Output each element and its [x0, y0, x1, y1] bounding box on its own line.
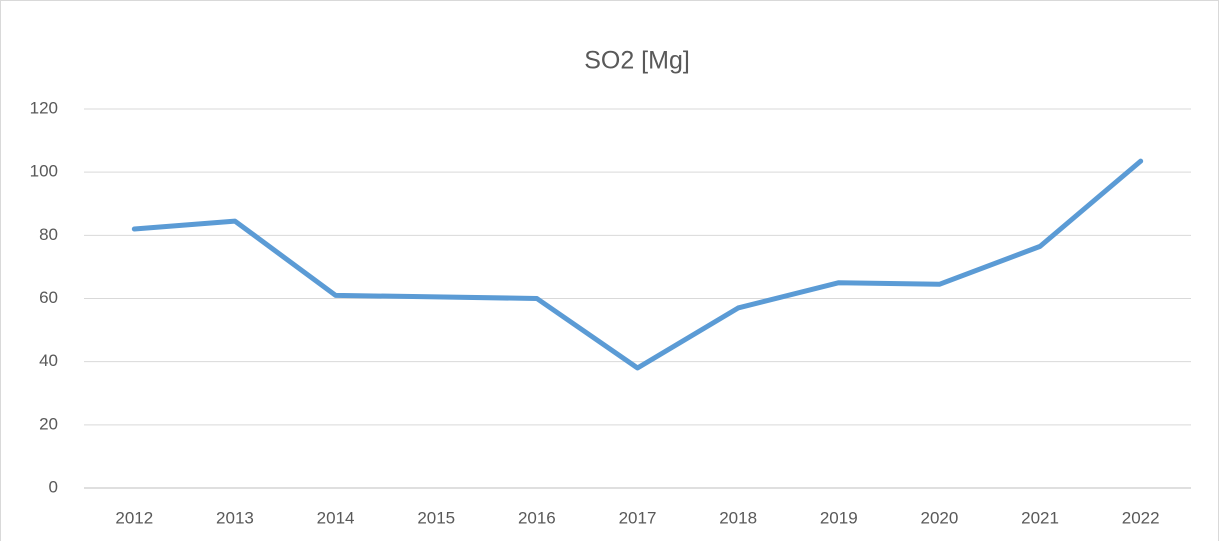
x-tick-label: 2020	[920, 508, 958, 527]
x-tick-label: 2019	[820, 508, 858, 527]
chart-title: SO2 [Mg]	[584, 47, 690, 75]
x-tick-label: 2017	[619, 508, 657, 527]
y-tick-label: 100	[30, 162, 58, 181]
data-line	[131, 158, 1144, 371]
x-tick-label: 2016	[518, 508, 556, 527]
x-tick-label: 2022	[1122, 508, 1160, 527]
y-tick-label: 60	[39, 288, 58, 307]
y-tick-label: 80	[39, 225, 58, 244]
y-tick-label: 40	[39, 351, 58, 370]
x-tick-label: 2014	[317, 508, 355, 527]
y-tick-label: 20	[39, 414, 58, 433]
y-tick-label: 0	[49, 477, 58, 496]
x-tick-label: 2012	[115, 508, 153, 527]
x-tick-label: 2013	[216, 508, 254, 527]
x-tick-label: 2021	[1021, 508, 1059, 527]
x-tick-label: 2015	[417, 508, 455, 527]
x-tick-label: 2018	[719, 508, 757, 527]
y-tick-label: 120	[30, 98, 58, 117]
